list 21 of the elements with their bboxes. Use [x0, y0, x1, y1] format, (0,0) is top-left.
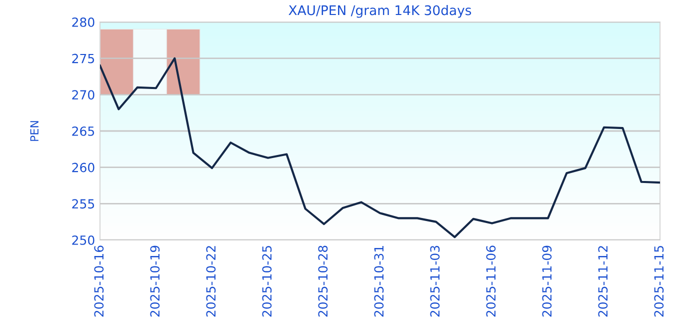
x-tick-label: 2025-10-28 — [318, 246, 328, 317]
x-tick-label: 2025-11-12 — [598, 246, 608, 317]
x-tick-label: 2025-11-15 — [654, 246, 664, 317]
y-tick-label: 280 — [72, 17, 94, 27]
x-tick-label: 2025-10-19 — [150, 246, 160, 317]
y-tick-label: 260 — [72, 162, 94, 172]
y-axis-title: PEN — [30, 121, 38, 141]
line-series — [100, 57, 660, 238]
x-tick-label: 2025-11-06 — [486, 246, 496, 317]
y-tick-label: 275 — [72, 54, 94, 64]
y-tick-label: 250 — [72, 235, 94, 245]
x-tick-label: 2025-10-16 — [94, 246, 104, 317]
x-tick-label: 2025-10-25 — [262, 246, 272, 317]
chart-title: XAU/PEN /gram 14K 30days — [288, 5, 472, 18]
x-tick-label: 2025-11-09 — [542, 246, 552, 317]
x-tick-label: 2025-10-31 — [374, 246, 384, 317]
x-tick-label: 2025-11-03 — [430, 246, 440, 317]
y-tick-label: 255 — [72, 199, 94, 209]
y-tick-label: 265 — [72, 126, 94, 136]
y-tick-label: 270 — [72, 90, 94, 100]
x-tick-label: 2025-10-22 — [206, 246, 216, 317]
